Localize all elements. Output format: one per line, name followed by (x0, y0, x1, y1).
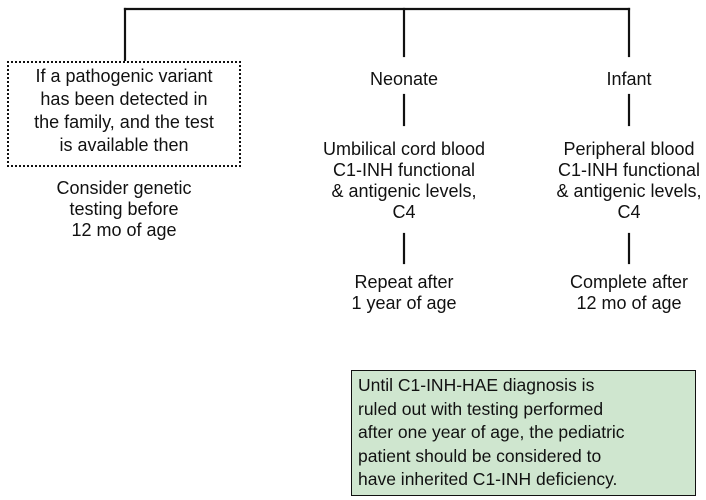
neonate-followup-text: Repeat after 1 year of age (351, 272, 457, 313)
genetic-condition-text: If a pathogenic variant has been detecte… (34, 66, 214, 155)
neonate-label: Neonate (369, 69, 439, 89)
genetic-condition-box: If a pathogenic variant has been detecte… (7, 61, 241, 167)
note-box: Until C1-INH-HAE diagnosis is ruled out … (351, 370, 696, 496)
genetic-action-text: Consider genetic testing before 12 mo of… (56, 178, 192, 240)
infant-followup-text: Complete after 12 mo of age (569, 272, 689, 313)
neonate-test-text: Umbilical cord blood C1-INH functional &… (322, 139, 486, 222)
infant-test-text: Peripheral blood C1-INH functional & ant… (556, 139, 702, 222)
note-text: Until C1-INH-HAE diagnosis is ruled out … (358, 375, 625, 489)
infant-label: Infant (606, 69, 652, 89)
